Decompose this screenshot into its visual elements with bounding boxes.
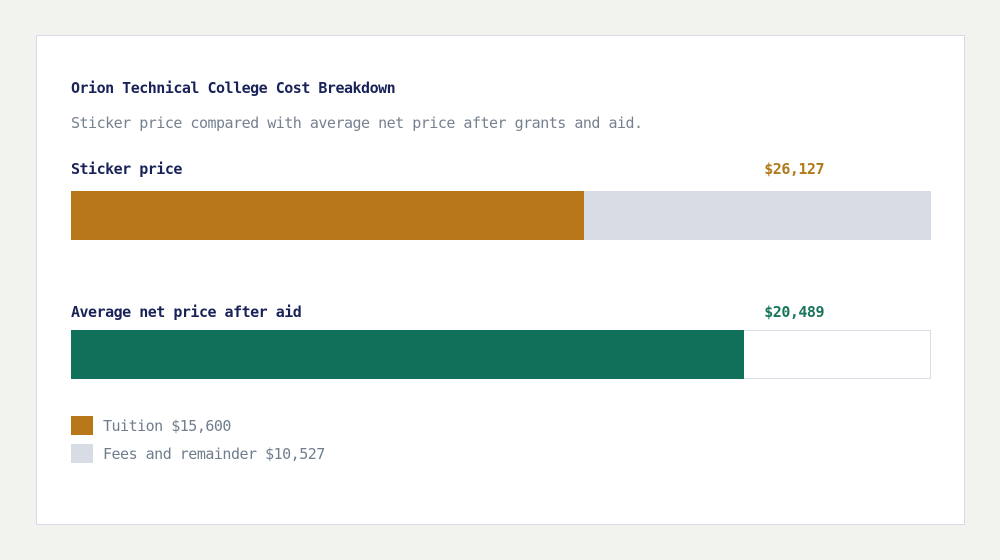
net-price-row-header: Average net price after aid $20,489 <box>71 303 931 321</box>
sticker-price-value: $26,127 <box>764 160 824 178</box>
bar-segment-net-price <box>71 330 744 379</box>
sticker-price-bar-track <box>71 191 931 240</box>
cost-breakdown-card: Orion Technical College Cost Breakdown S… <box>36 35 965 525</box>
sticker-price-label: Sticker price <box>71 160 182 178</box>
sticker-price-row-header: Sticker price $26,127 <box>71 160 931 178</box>
chart-title: Orion Technical College Cost Breakdown <box>71 79 396 97</box>
net-price-label: Average net price after aid <box>71 303 302 321</box>
legend-swatch-tuition <box>71 416 93 435</box>
net-price-value: $20,489 <box>764 303 824 321</box>
net-price-bar-track <box>71 330 931 379</box>
bar-segment-tuition <box>71 191 585 240</box>
legend-label-fees-and-remainder: Fees and remainder $10,527 <box>103 444 325 463</box>
card-content: Orion Technical College Cost Breakdown S… <box>71 36 931 524</box>
legend-label-tuition: Tuition $15,600 <box>103 416 231 435</box>
legend-item-tuition: Tuition $15,600 <box>71 416 325 435</box>
legend-item-fees-and-remainder: Fees and remainder $10,527 <box>71 444 325 463</box>
bar-segment-fees-and-remainder <box>584 191 931 240</box>
legend: Tuition $15,600 Fees and remainder $10,5… <box>71 416 325 472</box>
legend-swatch-fees-and-remainder <box>71 444 93 463</box>
chart-subtitle: Sticker price compared with average net … <box>71 114 643 132</box>
